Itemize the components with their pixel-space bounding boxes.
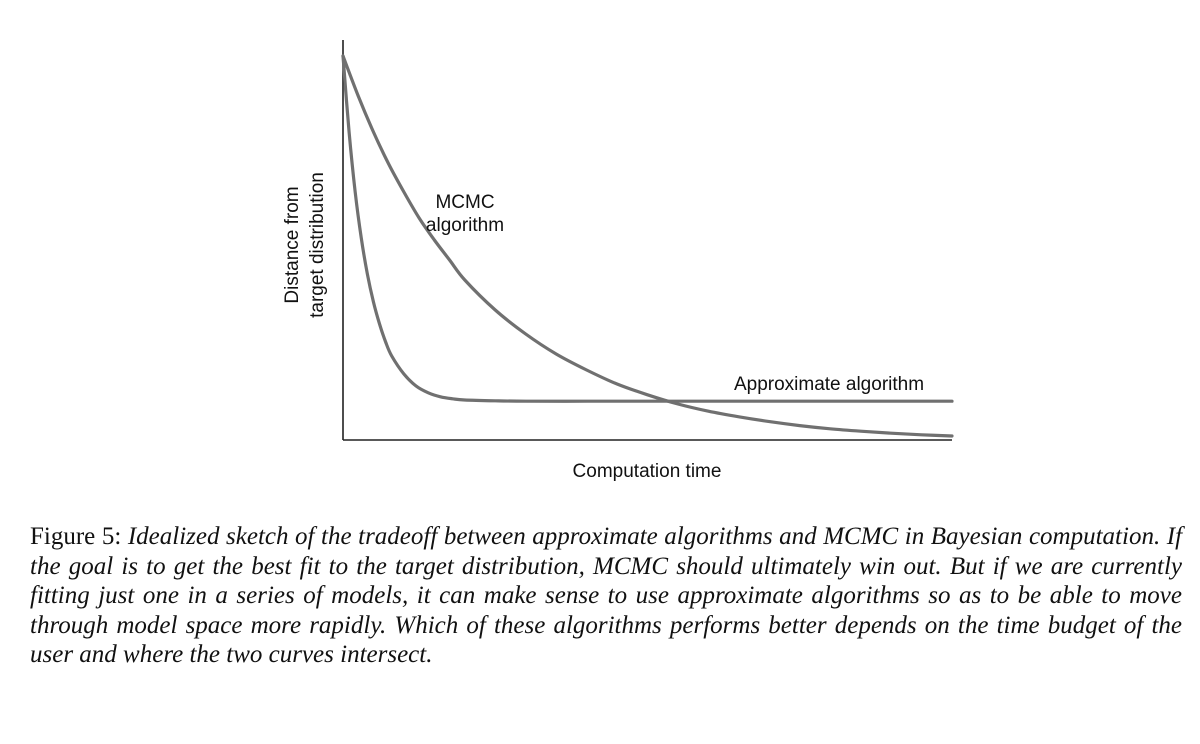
mcmc-label-line-2: algorithm <box>426 215 504 236</box>
y-axis-label-line-2: target distribution <box>307 172 328 318</box>
mcmc-curve <box>341 54 954 438</box>
caption-text: Idealized sketch of the tradeoff between… <box>30 523 1183 668</box>
x-axis-label: Computation time <box>573 461 722 482</box>
y-axis-label-line-1: Distance from <box>282 186 303 303</box>
caption-label: Figure 5: <box>30 523 122 550</box>
approximate-curve <box>341 54 954 403</box>
mcmc-label-line-1: MCMC <box>435 192 494 213</box>
approximate-label: Approximate algorithm <box>734 374 924 395</box>
chart: MCMC algorithm Approximate algorithm Com… <box>282 40 954 482</box>
figure-caption: Figure 5: Idealized sketch of the tradeo… <box>30 522 1182 670</box>
